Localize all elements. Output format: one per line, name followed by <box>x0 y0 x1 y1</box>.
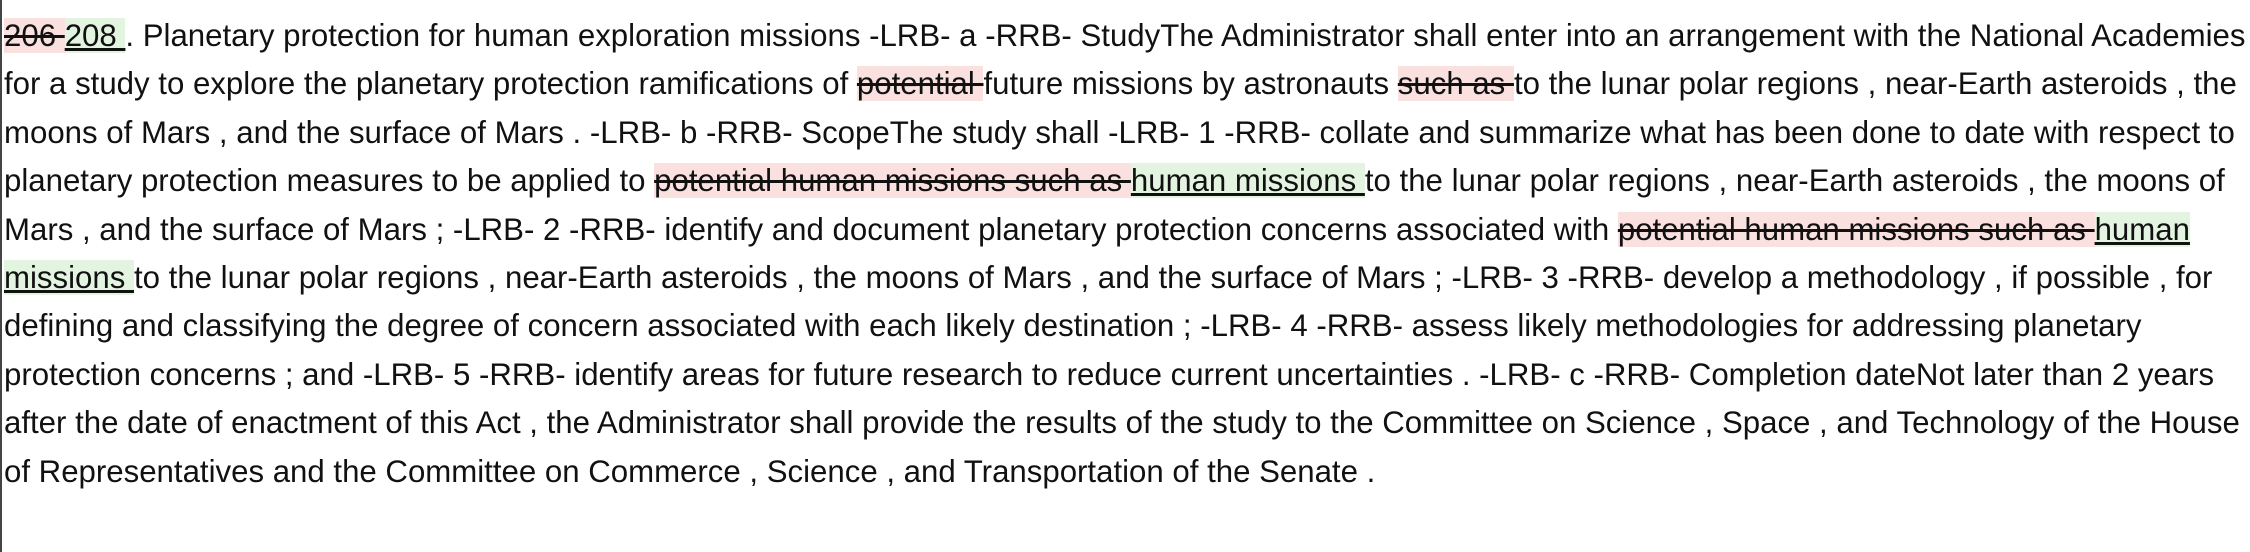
body-text: . Planetary protection for human explora… <box>4 18 2246 102</box>
inserted-section-number: 208 <box>64 18 126 53</box>
deleted-text: potential human missions such as <box>654 163 1131 199</box>
deleted-text: such as <box>1397 66 1514 102</box>
deleted-section-number: 206 <box>4 18 65 53</box>
deleted-text: potential <box>856 66 984 102</box>
body-text: to the lunar polar regions , near-Earth … <box>4 260 2240 489</box>
deleted-text: potential human missions such as <box>1617 211 2095 247</box>
body-text: to the lunar polar regions , near-Earth … <box>4 163 2225 247</box>
body-text: to the lunar polar regions , near-Earth … <box>4 66 2237 199</box>
body-text: future missions by astronauts <box>983 66 1398 102</box>
inserted-text: human missions <box>1130 163 1365 199</box>
